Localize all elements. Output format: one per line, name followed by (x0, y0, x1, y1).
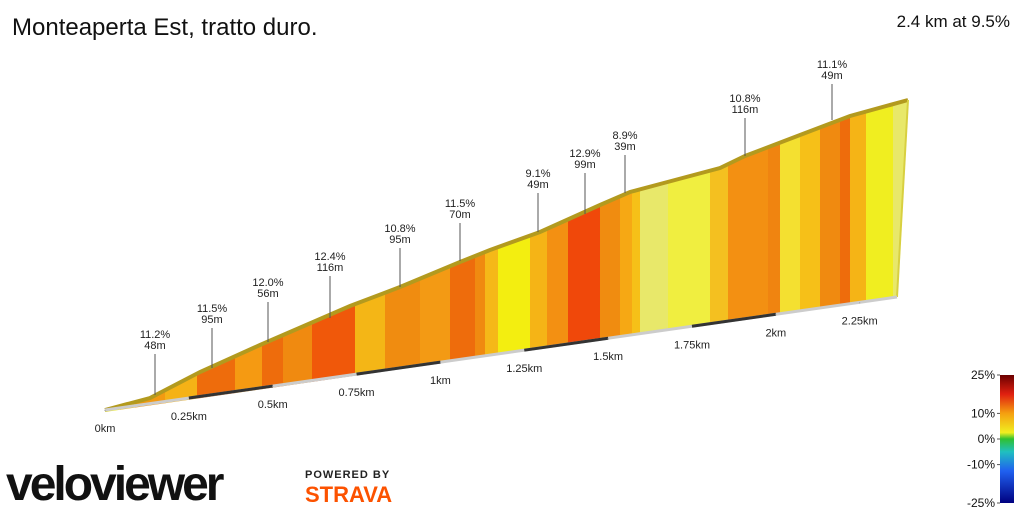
ground-segment (356, 360, 441, 376)
x-tick-label: 2.25km (842, 315, 878, 327)
legend-tick-label: 25% (971, 368, 995, 382)
x-tick-label: 0.5km (258, 399, 288, 411)
grade-strip (105, 100, 121, 412)
profile-top (104, 98, 909, 412)
annotation-length: 70m (449, 209, 470, 221)
grade-strip (850, 100, 867, 412)
annotation-grade: 10.8% (384, 223, 415, 235)
annotation-grade: 12.0% (252, 277, 283, 289)
grade-strip (568, 100, 601, 412)
grade-strip (150, 100, 166, 412)
grade-strip (866, 100, 894, 412)
annotation-length: 49m (527, 179, 548, 191)
annotation-grade: 8.9% (612, 130, 637, 142)
chart-title: Monteaperta Est, tratto duro. (12, 14, 318, 41)
legend-tick-label: 10% (971, 406, 995, 420)
annotation-length: 39m (614, 141, 635, 153)
legend-tick-label: 0% (978, 432, 996, 446)
grade-strip (768, 100, 781, 412)
annotation-length: 95m (389, 234, 410, 246)
annotation-grade: 12.4% (314, 251, 345, 263)
x-tick-label: 0.75km (339, 387, 375, 399)
ground-segment (188, 384, 273, 400)
annotation-length: 95m (201, 314, 222, 326)
grade-strip (640, 100, 669, 412)
legend-tick-label: -25% (967, 496, 995, 510)
grade-strip (632, 100, 641, 412)
ground-segment (524, 336, 609, 352)
annotation-length: 56m (257, 288, 278, 300)
grade-strip (710, 100, 729, 412)
grade-strip (120, 100, 136, 412)
grade-strip (668, 100, 711, 412)
strava: STRAVA (305, 482, 392, 507)
annotation-grade: 11.5% (445, 198, 476, 210)
grade-strip (485, 100, 499, 412)
grade-strip (262, 100, 284, 412)
annotation-length: 48m (144, 340, 165, 352)
annotation-grade: 9.1% (525, 168, 550, 180)
grade-strip (235, 100, 263, 412)
annotation-grade: 11.5% (197, 303, 228, 315)
grade-strip (450, 100, 476, 412)
grade-strip (800, 100, 821, 412)
color-bar (1000, 375, 1014, 503)
grade-strip (820, 100, 841, 412)
logo: veloviewer (6, 458, 224, 511)
grade-strip (165, 100, 198, 412)
grade-strip (728, 100, 769, 412)
legend-tick-label: -10% (967, 458, 995, 472)
profile-end (896, 99, 909, 298)
annotation-length: 116m (732, 104, 759, 116)
grade-strip (420, 100, 451, 412)
grade-strip (283, 100, 313, 412)
x-tick-label: 0.25km (171, 411, 207, 423)
x-tick-label: 0km (95, 423, 116, 435)
annotation-length: 99m (574, 159, 595, 171)
grade-strip (547, 100, 569, 412)
annotation-grade: 10.8% (729, 93, 760, 105)
annotation-grade: 12.9% (569, 148, 600, 160)
powered-by: POWERED BY (305, 469, 390, 481)
ground-segment (691, 312, 777, 328)
x-tick-label: 1km (430, 375, 451, 387)
x-tick-label: 1.25km (506, 363, 542, 375)
annotation-length: 116m (317, 262, 344, 274)
chart-subtitle: 2.4 km at 9.5% (897, 12, 1010, 31)
grade-strip (893, 100, 908, 412)
annotation-grade: 11.1% (817, 59, 848, 71)
x-tick-label: 2km (765, 327, 786, 339)
annotation-length: 49m (821, 70, 842, 82)
annotation-grade: 11.2% (140, 329, 171, 341)
x-tick-label: 1.5km (593, 351, 623, 363)
grade-strip (135, 100, 151, 412)
x-tick-label: 1.75km (674, 339, 710, 351)
grade-strip (840, 100, 851, 412)
